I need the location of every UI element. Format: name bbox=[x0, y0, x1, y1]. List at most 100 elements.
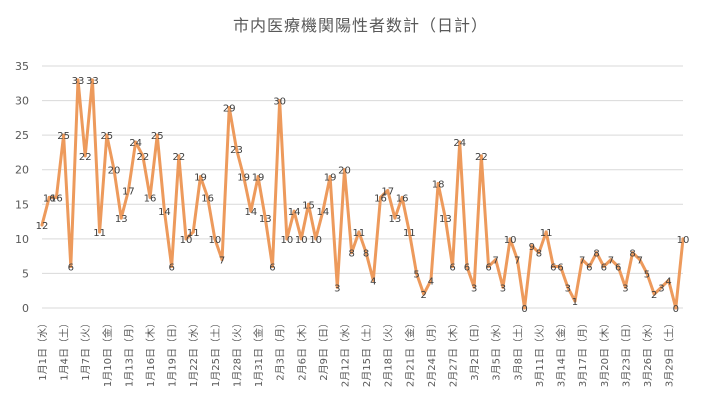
data-label: 25 bbox=[151, 131, 164, 142]
data-point bbox=[342, 168, 346, 172]
y-tick-label: 5 bbox=[22, 267, 29, 280]
data-point bbox=[134, 140, 138, 144]
data-point bbox=[400, 195, 404, 199]
x-tick-label: 1月10日（金） bbox=[101, 318, 114, 387]
x-tick-label: 1月31日（金） bbox=[252, 318, 265, 387]
data-label: 25 bbox=[57, 131, 70, 142]
x-tick-label: 1月13日（月） bbox=[123, 318, 135, 387]
data-label: 7 bbox=[637, 256, 643, 267]
data-point bbox=[566, 285, 570, 289]
data-point bbox=[270, 265, 274, 269]
x-tick-label: 1月19日（日） bbox=[167, 318, 179, 387]
data-label: 1 bbox=[572, 297, 578, 308]
data-point bbox=[609, 258, 613, 262]
data-label: 14 bbox=[244, 207, 257, 218]
data-point bbox=[537, 251, 541, 255]
data-point bbox=[667, 278, 671, 282]
data-point bbox=[472, 285, 476, 289]
data-label: 10 bbox=[208, 235, 221, 246]
data-label: 7 bbox=[608, 256, 614, 267]
data-point bbox=[98, 230, 102, 234]
x-tick-label: 2月18日（火） bbox=[383, 318, 395, 387]
data-label: 3 bbox=[500, 283, 506, 294]
data-label: 10 bbox=[677, 235, 690, 246]
x-tick-label: 3月26日（水） bbox=[642, 318, 654, 387]
data-point bbox=[155, 133, 159, 137]
data-point bbox=[184, 237, 188, 241]
data-point bbox=[220, 258, 224, 262]
data-point bbox=[105, 133, 109, 137]
data-label: 13 bbox=[259, 214, 272, 225]
y-tick-label: 25 bbox=[15, 129, 29, 142]
data-point bbox=[580, 258, 584, 262]
data-label: 3 bbox=[658, 283, 664, 294]
data-label: 30 bbox=[273, 97, 286, 108]
data-label: 22 bbox=[475, 152, 488, 163]
data-point bbox=[681, 237, 685, 241]
data-label: 33 bbox=[72, 76, 85, 87]
data-label: 11 bbox=[403, 228, 416, 239]
x-tick-label: 2月27日（木） bbox=[448, 318, 460, 387]
data-point bbox=[487, 265, 491, 269]
data-label: 6 bbox=[557, 263, 563, 274]
x-tick-label: 1月22日（水） bbox=[188, 318, 200, 387]
y-tick-label: 20 bbox=[15, 164, 29, 177]
data-label: 11 bbox=[187, 228, 200, 239]
data-label: 13 bbox=[389, 214, 402, 225]
data-label: 19 bbox=[252, 173, 265, 184]
data-label: 8 bbox=[363, 249, 369, 260]
data-label: 22 bbox=[79, 152, 92, 163]
data-point bbox=[544, 230, 548, 234]
data-label: 3 bbox=[334, 283, 340, 294]
data-point bbox=[314, 237, 318, 241]
data-point bbox=[645, 271, 649, 275]
x-tick-label: 3月2日（日） bbox=[469, 318, 481, 381]
data-label: 6 bbox=[449, 263, 455, 274]
data-label: 24 bbox=[453, 138, 466, 149]
data-label: 17 bbox=[122, 186, 135, 197]
data-label: 29 bbox=[223, 103, 236, 114]
data-label: 13 bbox=[115, 214, 128, 225]
data-point bbox=[371, 278, 375, 282]
x-tick-label: 2月3日（月） bbox=[275, 318, 287, 381]
data-point bbox=[47, 195, 51, 199]
x-tick-label: 1月25日（土） bbox=[209, 318, 222, 387]
data-point bbox=[299, 237, 303, 241]
data-point bbox=[162, 209, 166, 213]
data-label: 16 bbox=[144, 193, 157, 204]
data-point bbox=[479, 154, 483, 158]
series-line bbox=[40, 78, 685, 310]
x-tick-label: 3月11日（火） bbox=[534, 318, 546, 387]
data-label: 11 bbox=[353, 228, 366, 239]
data-label: 16 bbox=[396, 193, 409, 204]
data-label: 3 bbox=[565, 283, 571, 294]
data-point bbox=[198, 175, 202, 179]
y-tick-label: 35 bbox=[15, 60, 29, 73]
data-point bbox=[213, 237, 217, 241]
data-label: 10 bbox=[281, 235, 294, 246]
data-label: 11 bbox=[540, 228, 553, 239]
data-point bbox=[379, 195, 383, 199]
x-tick-label: 1月7日（火） bbox=[80, 318, 92, 381]
data-label: 5 bbox=[644, 269, 650, 280]
data-point bbox=[357, 230, 361, 234]
data-point bbox=[638, 258, 642, 262]
data-label: 6 bbox=[601, 263, 607, 274]
data-point bbox=[335, 285, 339, 289]
data-point bbox=[436, 182, 440, 186]
data-label: 6 bbox=[615, 263, 621, 274]
data-point bbox=[407, 230, 411, 234]
data-point bbox=[501, 285, 505, 289]
y-tick-label: 0 bbox=[22, 302, 29, 315]
data-label: 17 bbox=[381, 186, 394, 197]
x-tick-label: 2月12日（水） bbox=[339, 318, 351, 387]
data-point bbox=[62, 133, 66, 137]
x-tick-label: 3月17日（月） bbox=[577, 318, 589, 387]
data-point bbox=[659, 285, 663, 289]
data-point bbox=[458, 140, 462, 144]
data-label: 4 bbox=[370, 276, 376, 287]
data-label: 19 bbox=[194, 173, 207, 184]
data-label: 0 bbox=[521, 304, 527, 315]
